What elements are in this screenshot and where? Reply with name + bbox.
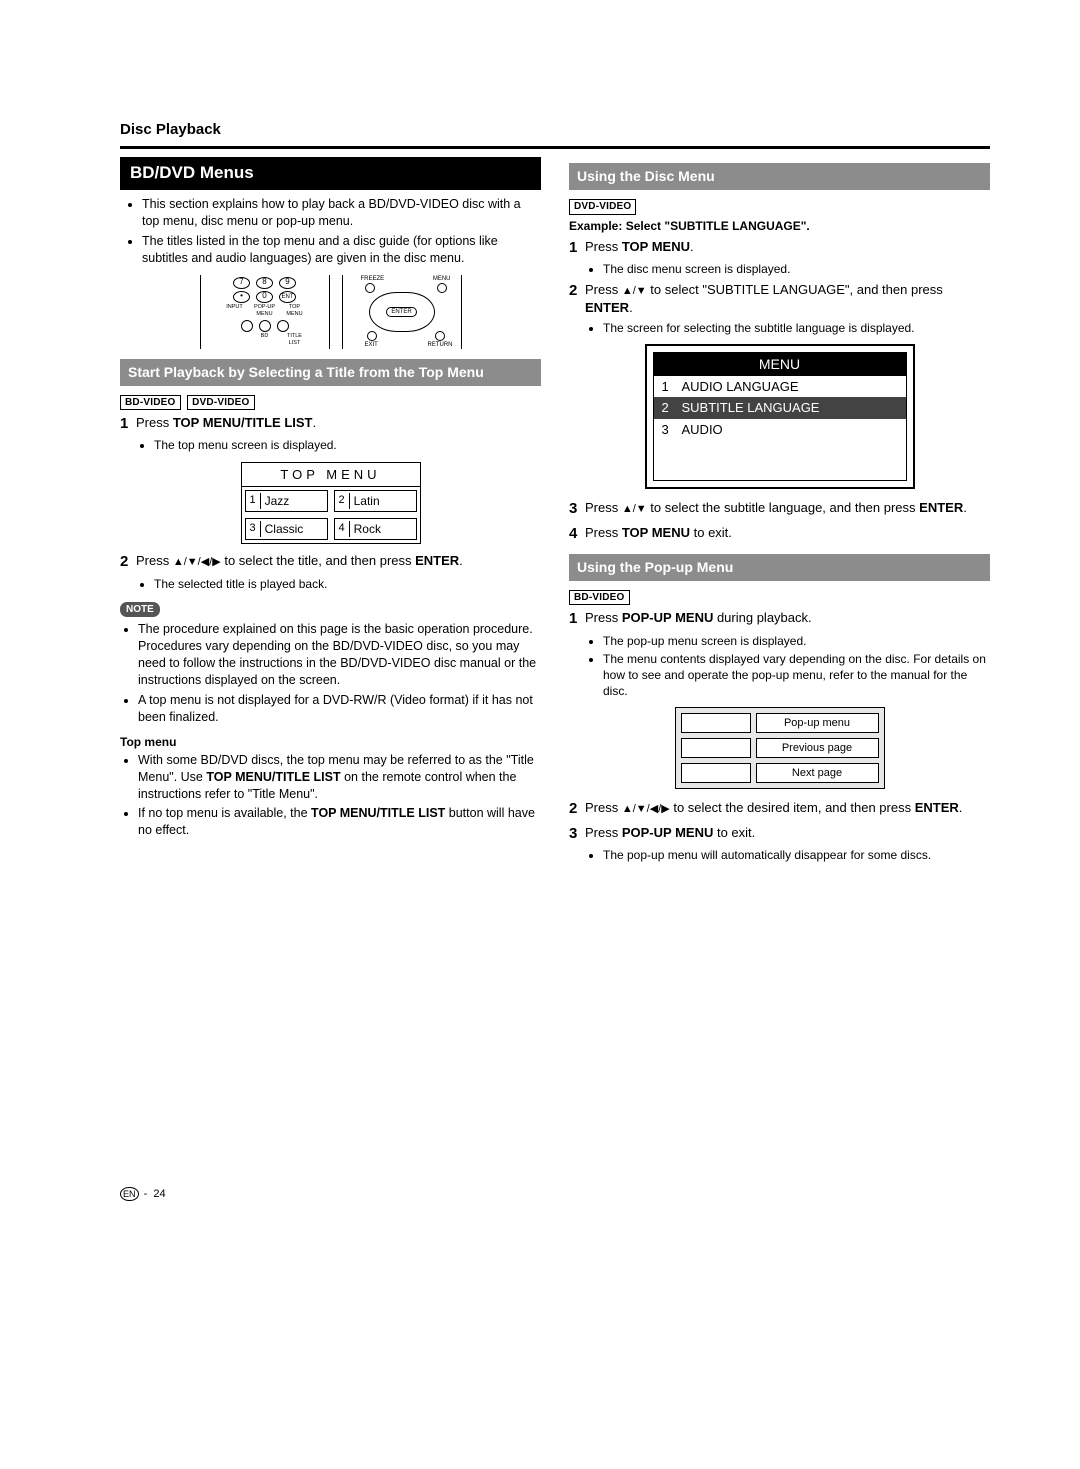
menu-header: MENU (654, 353, 906, 376)
remote-label-return: RETURN (428, 341, 453, 349)
popup-step-1-note: The pop-up menu screen is displayed. (603, 633, 990, 649)
remote-btn-popup (259, 320, 271, 332)
top-menu-item: 4Rock (334, 518, 417, 540)
remote-btn-8: 8 (256, 277, 273, 289)
step-2: 2 Press ▲/▼/◀/▶ to select the title, and… (120, 552, 541, 572)
top-menu-header: TOP MENU (242, 463, 420, 488)
disc-step-2: 2 Press ▲/▼ to select "SUBTITLE LANGUAGE… (569, 281, 990, 316)
remote-label-freeze: FREEZE (361, 275, 385, 283)
intro-bullet: The titles listed in the top menu and a … (142, 233, 541, 267)
popup-row: Next page (756, 763, 879, 783)
intro-bullet: This section explains how to play back a… (142, 196, 541, 230)
remote-btn-topmenu (277, 320, 289, 332)
popup-step-1: 1 Press POP-UP MENU during playback. (569, 609, 990, 629)
note-label: NOTE (120, 602, 160, 618)
tag-bd-video: BD-VIDEO (569, 590, 630, 606)
remote-label-input: INPUT (221, 304, 249, 319)
remote-btn-exit (367, 331, 377, 341)
remote-label-topmenu: TOP MENU (281, 304, 309, 319)
top-menu-item: 2Latin (334, 490, 417, 512)
remote-btn-ent: ENT (279, 291, 296, 303)
popup-step-3: 3 Press POP-UP MENU to exit. (569, 824, 990, 844)
disc-step-2-note: The screen for selecting the subtitle la… (603, 320, 990, 336)
popup-row: Pop-up menu (756, 713, 879, 733)
remote-btn-7: 7 (233, 277, 250, 289)
top-menu-item: 1Jazz (245, 490, 328, 512)
step-1-note: The top menu screen is displayed. (154, 437, 541, 453)
example-line: Example: Select "SUBTITLE LANGUAGE". (569, 218, 990, 234)
popup-diagram: Pop-up menu Previous page Next page (675, 707, 885, 789)
right-column: Using the Disc Menu DVD-VIDEO Example: S… (569, 157, 990, 867)
remote-label-menu: MENU (433, 275, 451, 283)
tag-dvd-video: DVD-VIDEO (569, 199, 636, 215)
menu-screen: MENU 1AUDIO LANGUAGE 2SUBTITLE LANGUAGE … (645, 344, 915, 490)
remote-btn-return (435, 331, 445, 341)
subsection-popup-menu: Using the Pop-up Menu (569, 554, 990, 581)
popup-step-3-note: The pop-up menu will automatically disap… (603, 847, 990, 863)
subsection-start-playback: Start Playback by Selecting a Title from… (120, 359, 541, 386)
note-bullet: A top menu is not displayed for a DVD-RW… (138, 692, 541, 726)
step-2-note: The selected title is played back. (154, 576, 541, 592)
note-bullet: The procedure explained on this page is … (138, 621, 541, 689)
menu-item: 3AUDIO (654, 419, 906, 441)
step-1: 1 Press TOP MENU/TITLE LIST. (120, 414, 541, 434)
remote-btn-9: 9 (279, 277, 296, 289)
remote-btn-input (241, 320, 253, 332)
remote-btn-0: 0 (256, 291, 273, 303)
top-menu-bullet: With some BD/DVD discs, the top menu may… (138, 752, 541, 803)
top-menu-subhead: Top menu (120, 734, 541, 750)
top-menu-item: 3Classic (245, 518, 328, 540)
remote-btn-dot: • (233, 291, 250, 303)
disc-step-3: 3 Press ▲/▼ to select the subtitle langu… (569, 499, 990, 519)
popup-step-1-note: The menu contents displayed vary dependi… (603, 651, 990, 700)
popup-row: Previous page (756, 738, 879, 758)
top-menu-bullet: If no top menu is available, the TOP MEN… (138, 805, 541, 839)
remote-label-exit: EXIT (365, 341, 378, 349)
popup-step-2: 2 Press ▲/▼/◀/▶ to select the desired it… (569, 799, 990, 819)
tag-bd-video: BD-VIDEO (120, 395, 181, 411)
remote-btn-enter: ENTER (386, 307, 416, 317)
page-title: BD/DVD Menus (120, 157, 541, 190)
disc-step-1-note: The disc menu screen is displayed. (603, 261, 990, 277)
disc-step-1: 1 Press TOP MENU. (569, 238, 990, 258)
left-column: BD/DVD Menus This section explains how t… (120, 157, 541, 867)
menu-item: 1AUDIO LANGUAGE (654, 376, 906, 398)
tag-dvd-video: DVD-VIDEO (187, 395, 254, 411)
page-footer: EN - 24 (120, 1187, 990, 1202)
remote-label-bd: BD (251, 333, 279, 348)
remote-label-popup: POP-UP MENU (251, 304, 279, 319)
top-menu-diagram: TOP MENU 1Jazz 2Latin 3Classic 4Rock (241, 462, 421, 545)
menu-item-selected: 2SUBTITLE LANGUAGE (654, 397, 906, 419)
disc-step-4: 4 Press TOP MENU to exit. (569, 524, 990, 544)
divider (120, 146, 990, 149)
remote-diagram: 7 8 9 • 0 ENT INPUT POP-UP MENU TOP MENU (181, 275, 481, 349)
subsection-disc-menu: Using the Disc Menu (569, 163, 990, 190)
remote-label-titlelist: TITLE LIST (281, 333, 309, 348)
section-title: Disc Playback (120, 120, 990, 140)
